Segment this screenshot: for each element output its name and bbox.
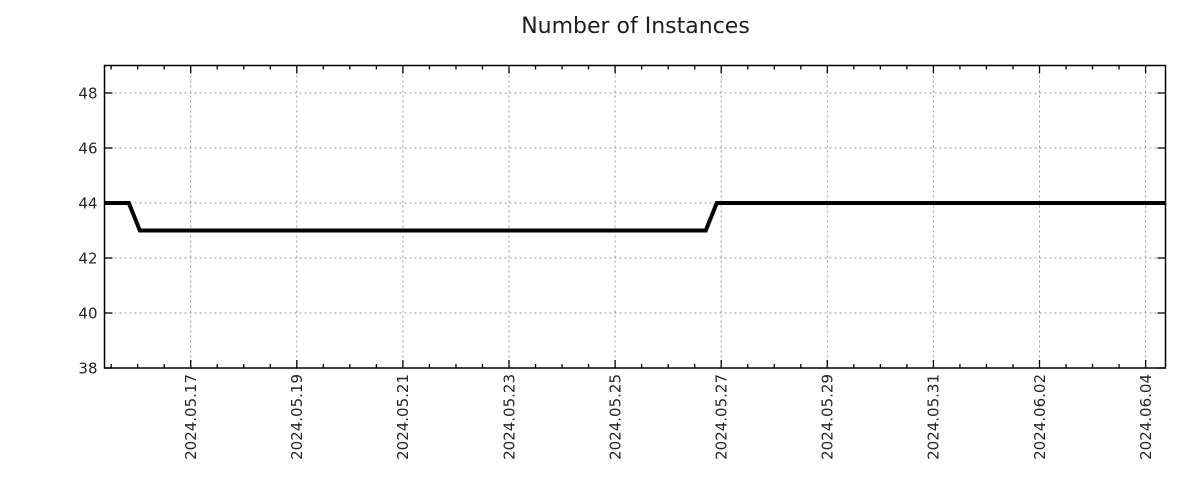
- y-tick-label: 44: [78, 194, 97, 212]
- y-tick-label: 46: [78, 139, 97, 157]
- x-tick-label: 2024.05.31: [925, 374, 943, 460]
- axis-labels: 38 40 42 44 46 48 2024.05.17 2024.05.19 2024.05.…: [78, 84, 1154, 460]
- x-tick-label: 2024.05.25: [606, 374, 624, 460]
- series-lines: [104, 201, 1166, 233]
- plot-frame: [103, 64, 1167, 369]
- series-line: [104, 201, 1166, 233]
- y-tick-label: 48: [78, 84, 97, 102]
- x-tick-label: 2024.05.29: [819, 374, 837, 460]
- x-tick-label: 2024.05.23: [500, 374, 518, 460]
- x-tick-label: 2024.05.21: [394, 374, 412, 460]
- x-tick-label: 2024.05.27: [712, 374, 730, 460]
- axis-ticks: [104, 65, 1166, 369]
- x-tick-label: 2024.05.17: [182, 374, 200, 460]
- y-tick-label: 38: [78, 359, 97, 377]
- x-tick-label: 2024.06.04: [1137, 374, 1155, 460]
- chart-title: Number of Instances: [521, 14, 750, 39]
- plot-border: [103, 64, 1167, 369]
- y-tick-label: 42: [78, 249, 97, 267]
- x-tick-label: 2024.05.19: [288, 374, 306, 460]
- grid-lines: [104, 65, 1166, 368]
- x-tick-label: 2024.06.02: [1031, 374, 1049, 460]
- y-tick-label: 40: [78, 304, 97, 322]
